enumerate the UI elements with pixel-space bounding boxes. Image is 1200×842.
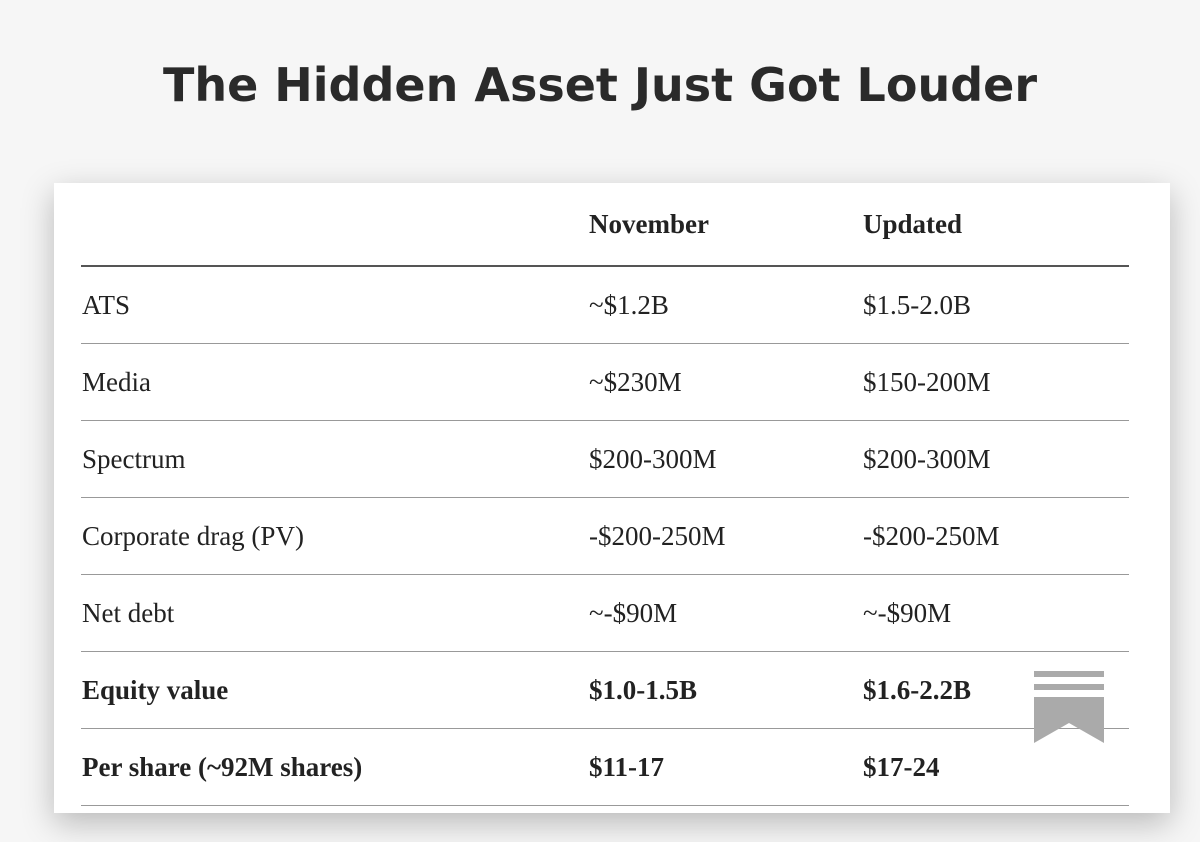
table-row: Equity value $1.0-1.5B $1.6-2.2B <box>81 651 1129 729</box>
table-cell: $1.5-2.0B <box>862 266 1129 344</box>
table-row: Media ~$230M $150-200M <box>81 343 1129 421</box>
table-cell: $200-300M <box>588 420 862 498</box>
table: November Updated ATS ~$1.2B $1.5-2.0B Media ~$… <box>81 183 1129 806</box>
table-cell: Spectrum <box>81 420 588 498</box>
table-cell: ~$1.2B <box>588 266 862 344</box>
table-cell: $11-17 <box>588 728 862 806</box>
table-card: November Updated ATS ~$1.2B $1.5-2.0B Media ~$… <box>54 183 1170 813</box>
table-cell: $200-300M <box>862 420 1129 498</box>
table-cell: $17-24 <box>862 728 1129 806</box>
title: The Hidden Asset Just Got Louder <box>162 58 1038 112</box>
table-row: Corporate drag (PV) -$200-250M -$200-250M <box>81 497 1129 575</box>
table-cell: ~$230M <box>588 343 862 421</box>
table-cell: Per share (~92M shares) <box>81 728 588 806</box>
bookmark-icon[interactable] <box>1034 671 1106 755</box>
table-cell: $1.0-1.5B <box>588 651 862 729</box>
column-header <box>81 183 588 267</box>
table-cell: Net debt <box>81 574 588 652</box>
table-row: Spectrum $200-300M $200-300M <box>81 420 1129 498</box>
table-cell: Corporate drag (PV) <box>81 497 588 575</box>
table-cell: -$200-250M <box>862 497 1129 575</box>
column-header: November <box>588 183 862 267</box>
table-cell: ATS <box>81 266 588 344</box>
table-cell: Equity value <box>81 651 588 729</box>
table-cell: Media <box>81 343 588 421</box>
table-row: Per share (~92M shares) $11-17 $17-24 <box>81 728 1129 806</box>
table-row: ATS ~$1.2B $1.5-2.0B <box>81 266 1129 344</box>
table-cell: $150-200M <box>862 343 1129 421</box>
table-cell: ~-$90M <box>588 574 862 652</box>
table-row: Net debt ~-$90M ~-$90M <box>81 574 1129 652</box>
table-cell: -$200-250M <box>588 497 862 575</box>
column-header: Updated <box>862 183 1129 267</box>
table-cell: ~-$90M <box>862 574 1129 652</box>
